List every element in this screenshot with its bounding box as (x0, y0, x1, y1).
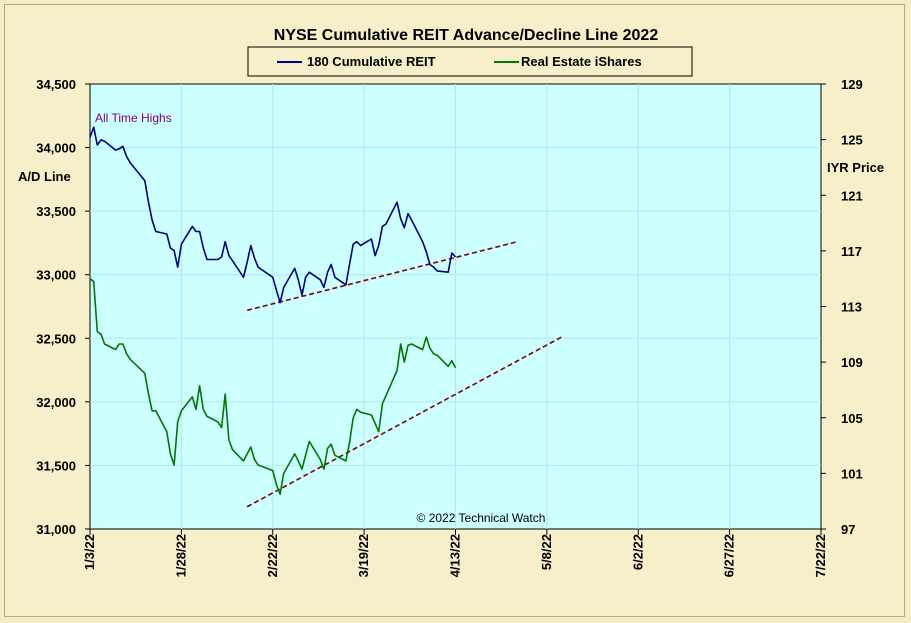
trendlines (246, 240, 562, 508)
grid (90, 84, 821, 529)
right-tick-label: 117 (841, 244, 862, 259)
left-tick-label: 34,500 (36, 77, 76, 92)
chart-title: NYSE Cumulative REIT Advance/Decline Lin… (274, 27, 659, 44)
right-tick-label: 101 (841, 466, 863, 481)
right-tick-label: 105 (841, 411, 863, 426)
right-axis: 97 101 105 109 113 117 121 125 129 (821, 77, 863, 537)
annotation-all-time-highs: All Time Highs (95, 111, 172, 125)
trendline (246, 336, 562, 508)
left-tick-label: 32,000 (36, 395, 76, 410)
right-tick-label: 121 (841, 188, 863, 203)
left-tick-label: 33,500 (36, 204, 76, 219)
trendline (246, 240, 518, 312)
x-tick-label: 5/8/22 (539, 534, 554, 570)
right-axis-label: IYR Price (827, 160, 884, 175)
x-tick-label: 7/22/22 (813, 534, 828, 577)
right-tick-label: 125 (841, 133, 863, 148)
legend-box (247, 46, 693, 77)
x-tick-label: 6/27/22 (722, 534, 737, 577)
left-tick-label: 31,500 (36, 458, 76, 473)
series (89, 126, 457, 496)
left-axis-label: A/D Line (18, 169, 71, 184)
series-line-a-d-line (89, 126, 457, 304)
x-tick-label: 4/13/22 (448, 534, 463, 577)
series-line-iyr (89, 278, 457, 496)
left-tick-label: 33,000 (36, 268, 76, 283)
x-tick-label: 2/22/22 (265, 534, 280, 577)
left-axis: 31,000 31,500 32,000 32,500 33,000 33,500 34,0… (36, 77, 90, 537)
left-tick-label: 34,000 (36, 141, 76, 156)
x-tick-label: 1/3/22 (82, 534, 97, 570)
right-tick-label: 129 (841, 77, 863, 92)
left-tick-label: 32,500 (36, 331, 76, 346)
legend-label-iyr: Real Estate iShares (521, 54, 642, 69)
x-tick-label: 3/19/22 (356, 534, 371, 577)
right-tick-label: 109 (841, 355, 863, 370)
right-tick-label: 97 (841, 522, 855, 537)
right-tick-label: 113 (841, 300, 862, 315)
legend-label-a-d-line: 180 Cumulative REIT (307, 54, 436, 69)
legend: 180 Cumulative REIT Real Estate iShares (247, 46, 693, 77)
x-tick-label: 6/2/22 (630, 534, 645, 570)
x-tick-label: 1/28/22 (173, 534, 188, 577)
x-axis: 1/3/22 1/28/22 2/22/22 3/19/22 4/13/22 5/8/22… (82, 529, 828, 577)
left-tick-label: 31,000 (36, 522, 76, 537)
copyright-annotation: © 2022 Technical Watch (417, 511, 546, 525)
